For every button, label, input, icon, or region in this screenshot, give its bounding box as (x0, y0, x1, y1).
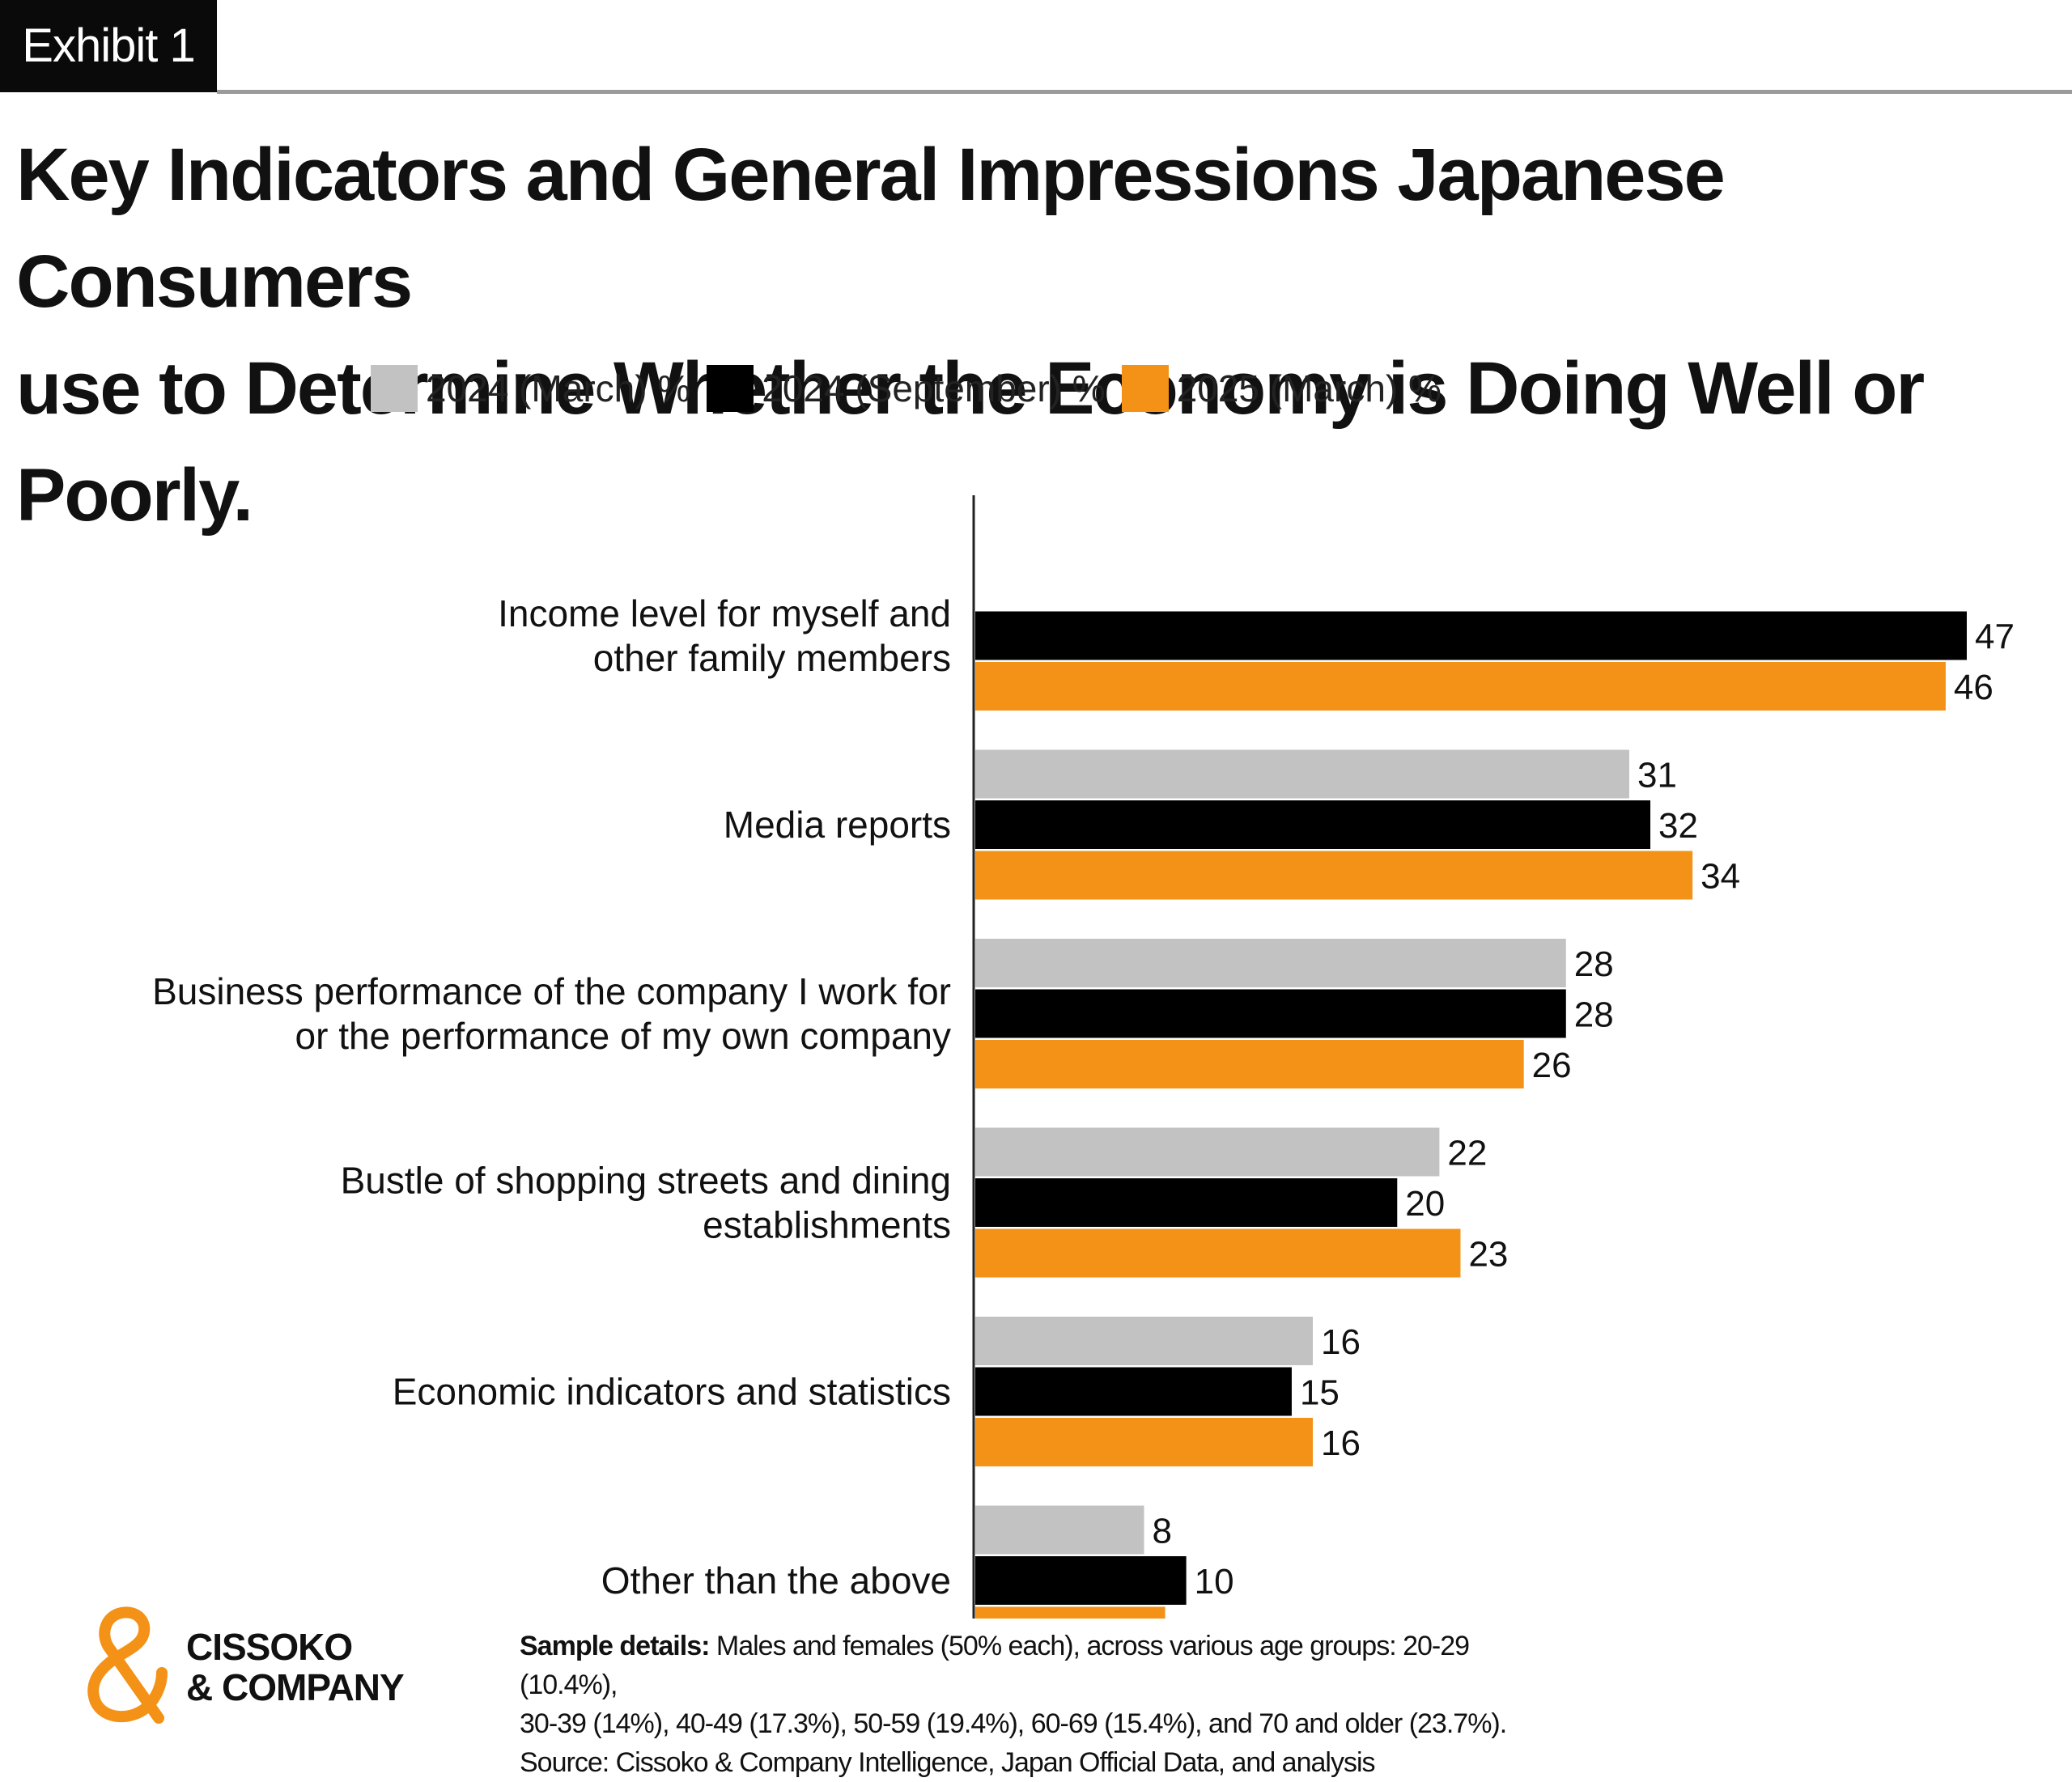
bar-2024-march-economic-indicators-and-statistics (975, 1317, 1314, 1365)
value-label-2024-september-other-than-the-above: 10 (1195, 1562, 1234, 1602)
category-label-business-performance-of-the-company-i-work-for-or-the-performance-of-my-own-company-2: or the performance of my own company (295, 1015, 951, 1057)
category-label-economic-indicators-and-statistics-1: Economic indicators and statistics (393, 1371, 951, 1413)
legend-label-2024-march: 2024 (March) % (426, 367, 691, 409)
value-label-2025-march-economic-indicators-and-statistics: 16 (1321, 1423, 1361, 1463)
chart-title-line-1: Key Indicators and General Impressions J… (16, 134, 1726, 323)
footnote-line-2: 30-39 (14%), 40-49 (17.3%), 50-59 (19.4%… (520, 1708, 1507, 1739)
legend-item-2025-march: 2025 (March) % (1121, 365, 1441, 412)
bar-2024-september-media-reports (975, 800, 1651, 849)
bar-2024-september-business-performance-of-the-company-i-work-for-or-the-performance-of-my-own-company (975, 989, 1566, 1038)
category-label-bustle-of-shopping-streets-and-dining-establishments-1: Bustle of shopping streets and dining (341, 1160, 951, 1202)
value-label-2024-september-income-level-for-myself-and-other-family-members: 47 (1975, 617, 2015, 657)
exhibit-label: Exhibit 1 (0, 0, 217, 92)
value-label-2024-september-economic-indicators-and-statistics: 15 (1300, 1373, 1340, 1413)
footnote: Sample details: Males and females (50% e… (520, 1627, 1531, 1782)
bar-2024-march-other-than-the-above (975, 1505, 1144, 1555)
footnote-label: Sample details: (520, 1631, 710, 1661)
bar-2025-march-bustle-of-shopping-streets-and-dining-establishments (975, 1228, 1461, 1278)
company-logo-text: CISSOKO & COMPANY (186, 1626, 405, 1708)
value-label-2024-march-economic-indicators-and-statistics: 16 (1321, 1322, 1361, 1362)
bar-2025-march-other-than-the-above (975, 1606, 1166, 1619)
value-label-2025-march-media-reports: 34 (1700, 857, 1740, 897)
value-label-2025-march-other-than-the-above: 9 (1174, 1613, 1193, 1619)
value-label-2025-march-bustle-of-shopping-streets-and-dining-establishments: 23 (1468, 1235, 1508, 1275)
category-label-bustle-of-shopping-streets-and-dining-establishments-2: establishments (703, 1204, 951, 1246)
value-label-2024-september-business-performance-of-the-company-i-work-for-or-the-performance-of-my-own-company: 28 (1574, 995, 1614, 1035)
ampersand-logo-stroke (87, 1606, 168, 1724)
chart-title: Key Indicators and General Impressions J… (16, 121, 2064, 549)
value-label-2024-march-media-reports: 31 (1637, 756, 1677, 796)
bar-2025-march-economic-indicators-and-statistics (975, 1418, 1314, 1466)
bar-2025-march-income-level-for-myself-and-other-family-members (975, 662, 1946, 711)
footnote-line-1: Sample details: Males and females (50% e… (520, 1627, 1531, 1704)
company-logo: CISSOKO & COMPANY (81, 1598, 421, 1736)
value-label-2024-september-bustle-of-shopping-streets-and-dining-establishments: 20 (1405, 1184, 1445, 1224)
value-label-2025-march-income-level-for-myself-and-other-family-members: 46 (1954, 668, 1993, 707)
value-label-2024-september-media-reports: 32 (1658, 806, 1698, 846)
legend-label-2025-march: 2025 (March) % (1176, 367, 1441, 409)
legend-swatch-2025-march (1121, 365, 1169, 412)
bar-2024-september-economic-indicators-and-statistics (975, 1367, 1292, 1416)
chart-title-line-2: use to Determine Whether the Economy is … (16, 347, 1925, 537)
bar-2025-march-business-performance-of-the-company-i-work-for-or-the-performance-of-my-own-company (975, 1040, 1524, 1088)
legend-swatch-2024-march (371, 365, 418, 412)
bar-2024-september-other-than-the-above (975, 1556, 1187, 1605)
bar-2024-march-media-reports (975, 749, 1629, 799)
bar-2025-march-media-reports (975, 851, 1693, 900)
bar-2024-march-bustle-of-shopping-streets-and-dining-establishments (975, 1127, 1440, 1177)
category-label-income-level-for-myself-and-other-family-members-2: other family members (593, 637, 951, 679)
legend-label-2024-september: 2024 (September) % (762, 367, 1106, 409)
value-label-2024-march-bustle-of-shopping-streets-and-dining-establishments: 22 (1447, 1134, 1487, 1173)
logo-line-2: & COMPANY (186, 1666, 405, 1708)
bar-2024-march-business-performance-of-the-company-i-work-for-or-the-performance-of-my-own-company (975, 939, 1566, 987)
category-label-business-performance-of-the-company-i-work-for-or-the-performance-of-my-own-company-1: Business performance of the company I wo… (152, 970, 951, 1012)
value-label-2024-march-business-performance-of-the-company-i-work-for-or-the-performance-of-my-own-company: 28 (1574, 944, 1614, 984)
legend-item-2024-march: 2024 (March) % (371, 365, 690, 412)
category-label-other-than-the-above-1: Other than the above (601, 1559, 951, 1602)
category-label-media-reports-1: Media reports (724, 804, 951, 846)
header-rule (217, 90, 2072, 94)
bar-2024-september-income-level-for-myself-and-other-family-members (975, 611, 1967, 660)
footnote-source: Source: Cissoko & Company Intelligence, … (520, 1747, 1376, 1778)
chart-legend: 2024 (March) % 2024 (September) % 2025 (… (371, 364, 1458, 413)
value-label-2025-march-business-performance-of-the-company-i-work-for-or-the-performance-of-my-own-company: 26 (1532, 1046, 1572, 1085)
bar-2024-september-bustle-of-shopping-streets-and-dining-establishments (975, 1178, 1398, 1227)
logo-line-1: CISSOKO (186, 1626, 353, 1668)
value-label-2024-march-other-than-the-above: 8 (1153, 1512, 1172, 1551)
legend-item-2024-september: 2024 (September) % (707, 365, 1106, 412)
footnote-text-1: Males and females (50% each), across var… (520, 1631, 1470, 1700)
legend-swatch-2024-september (707, 365, 754, 412)
ampersand-logo-icon (87, 1606, 168, 1724)
category-label-income-level-for-myself-and-other-family-members-1: Income level for myself and (498, 592, 951, 634)
